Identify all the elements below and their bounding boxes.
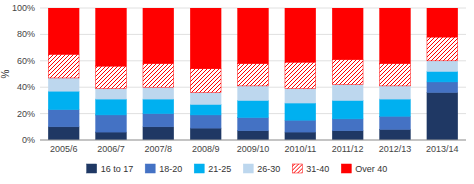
bar-segment bbox=[96, 115, 127, 132]
bar-segment bbox=[427, 71, 458, 82]
x-tick-label: 2012/13 bbox=[379, 144, 412, 154]
x-tick-label: 2007/8 bbox=[145, 144, 173, 154]
legend-label: 31-40 bbox=[306, 164, 329, 174]
bar-segment bbox=[238, 131, 269, 140]
legend-swatch bbox=[292, 164, 302, 173]
legend-item: 26-30 bbox=[243, 164, 280, 174]
bar-segment bbox=[285, 132, 316, 140]
bar-segment bbox=[48, 8, 79, 54]
legend-item: 21-25 bbox=[194, 164, 231, 174]
x-tick-label: 2010/11 bbox=[284, 144, 316, 154]
bar-segment bbox=[143, 8, 174, 63]
y-tick-label: 20% bbox=[17, 109, 35, 119]
bar-segment bbox=[190, 92, 221, 104]
y-tick-label: 100% bbox=[12, 3, 35, 13]
chart: 0% 20% 40% 60% 80% 100%% 2005/6 2006/7 2007/8 200… bbox=[0, 0, 474, 184]
x-tick-label: 2008/9 bbox=[192, 144, 220, 154]
y-tick-label: 0% bbox=[22, 135, 35, 145]
bars bbox=[48, 8, 457, 140]
bar-segment bbox=[143, 127, 174, 140]
bar-segment bbox=[380, 8, 411, 63]
bar-segment bbox=[285, 89, 316, 104]
bar-segment bbox=[427, 37, 458, 61]
legend-swatch bbox=[243, 164, 253, 173]
bar-segment bbox=[380, 63, 411, 85]
bar-segment bbox=[238, 100, 269, 117]
bar-segment bbox=[332, 131, 363, 140]
bar-segment bbox=[48, 110, 79, 127]
bar-segment bbox=[380, 116, 411, 129]
bar-segment bbox=[380, 99, 411, 116]
bar-segment bbox=[380, 129, 411, 140]
legend-item: 18-20 bbox=[145, 164, 182, 174]
bar-segment bbox=[48, 91, 79, 109]
legend-label: 16 to 17 bbox=[101, 164, 134, 174]
x-tick-label: 2009/10 bbox=[237, 144, 270, 154]
x-tick-label: 2013/14 bbox=[426, 144, 459, 154]
bar-segment bbox=[96, 99, 127, 115]
x-tick-label: 2011/12 bbox=[332, 144, 364, 154]
bar-segment bbox=[332, 100, 363, 118]
bar-segment bbox=[427, 82, 458, 93]
bar-segment bbox=[285, 120, 316, 132]
legend-swatch bbox=[145, 164, 155, 173]
legend: 16 to 17 18-20 21-25 26-30 31-40 Over 40 bbox=[87, 164, 388, 174]
legend-item: Over 40 bbox=[341, 164, 387, 174]
legend-item: 31-40 bbox=[292, 164, 329, 174]
legend-label: Over 40 bbox=[355, 164, 387, 174]
bar-segment bbox=[190, 8, 221, 69]
bar-segment bbox=[238, 63, 269, 85]
legend-label: 26-30 bbox=[257, 164, 280, 174]
legend-swatch bbox=[87, 164, 97, 173]
bar-segment bbox=[427, 8, 458, 37]
y-tick-label: 40% bbox=[17, 82, 35, 92]
bar-segment bbox=[285, 62, 316, 88]
x-tick-label: 2005/6 bbox=[50, 144, 78, 154]
page: {"chart_data": {"type": "bar", "stacked"… bbox=[0, 0, 474, 184]
bar-segment bbox=[238, 8, 269, 63]
grid-line bbox=[40, 140, 466, 141]
bar-segment bbox=[143, 114, 174, 127]
bar-segment bbox=[96, 8, 127, 66]
x-tick-label: 2006/7 bbox=[97, 144, 125, 154]
bar-segment bbox=[190, 128, 221, 140]
grid bbox=[40, 8, 466, 140]
bar-segment bbox=[48, 54, 79, 78]
legend-swatch bbox=[341, 164, 351, 173]
legend-swatch bbox=[194, 164, 204, 173]
y-tick-label: 80% bbox=[17, 29, 35, 39]
bar-segment bbox=[332, 8, 363, 59]
bar-segment bbox=[238, 86, 269, 101]
bar-segment bbox=[427, 61, 458, 72]
bar-segment bbox=[96, 89, 127, 100]
bar-segment bbox=[238, 118, 269, 131]
bar-segment bbox=[48, 127, 79, 140]
bar-segment bbox=[143, 87, 174, 99]
bar-segment bbox=[96, 66, 127, 88]
bar-segment bbox=[332, 119, 363, 131]
x-axis-line bbox=[40, 140, 466, 141]
bar-segment bbox=[332, 59, 363, 84]
legend-label: 21-25 bbox=[208, 164, 231, 174]
bar-segment bbox=[143, 99, 174, 114]
bar-segment bbox=[190, 69, 221, 93]
bar-segment bbox=[143, 63, 174, 87]
bar-segment bbox=[427, 92, 458, 140]
bar-segment bbox=[190, 104, 221, 115]
legend-label: 18-20 bbox=[159, 164, 182, 174]
bar-segment bbox=[380, 86, 411, 99]
bar-segment bbox=[285, 103, 316, 120]
y-tick-label: 60% bbox=[17, 56, 35, 66]
bar-segment bbox=[332, 85, 363, 101]
bar-segment bbox=[285, 8, 316, 62]
bar-segment bbox=[190, 115, 221, 128]
y-axis-label: % bbox=[0, 69, 11, 78]
legend-item: 16 to 17 bbox=[87, 164, 134, 174]
bar-segment bbox=[48, 78, 79, 91]
bar-segment bbox=[96, 132, 127, 140]
